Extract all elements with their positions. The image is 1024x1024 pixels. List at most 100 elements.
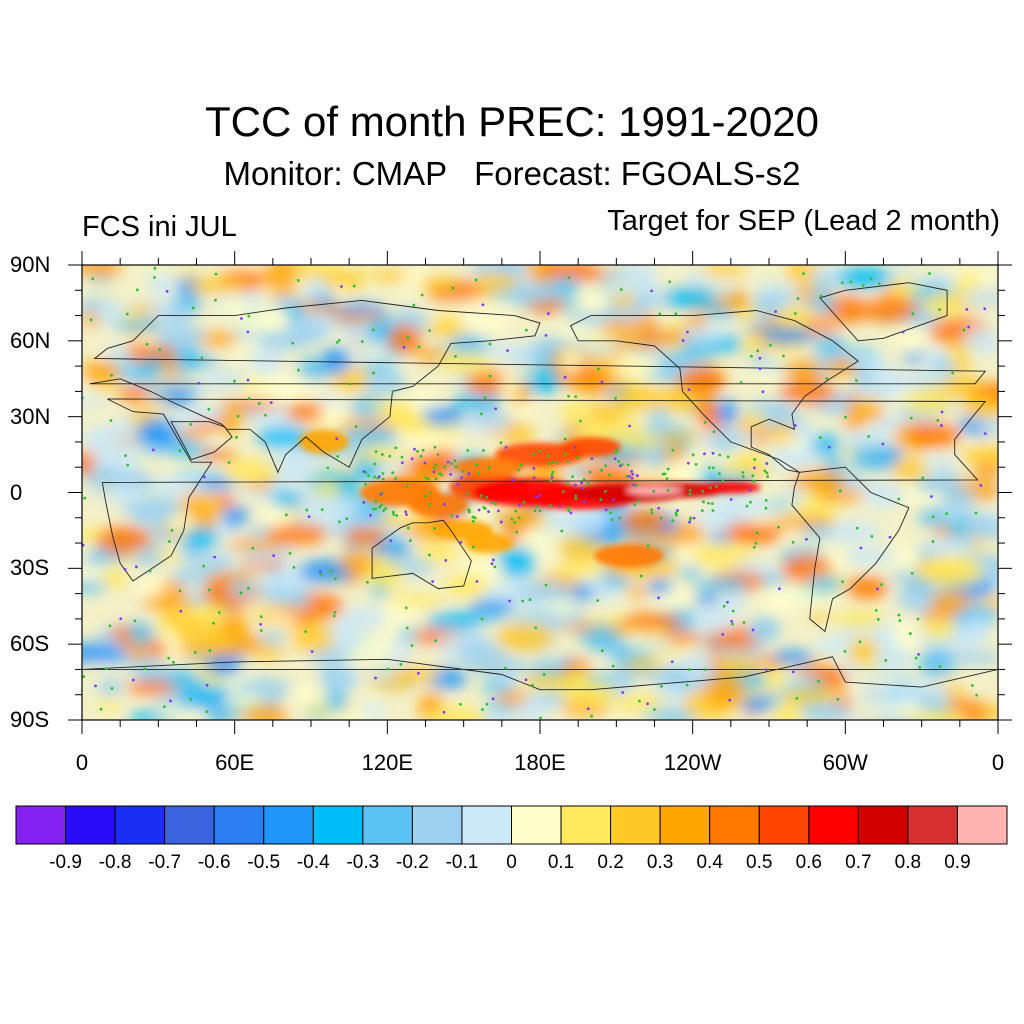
significance-dot [965,308,969,311]
significance-dot [703,421,707,424]
significance-dot [802,272,805,276]
significance-dot [490,562,494,566]
significance-dot [395,514,399,518]
significance-dot [765,462,769,465]
map-title: TCC of month PREC: 1991-2020 [205,98,819,145]
significance-dot [686,461,690,465]
field-patch [561,400,592,426]
field-patch [84,438,146,454]
field-patch [408,493,469,518]
significance-dot [945,512,949,515]
significance-dot [165,289,169,293]
significance-dot [456,482,460,486]
significance-dot [838,489,842,493]
significance-dot [191,306,195,310]
field-patch [614,433,661,450]
significance-dot [251,546,255,550]
significance-dot [877,282,881,286]
significance-dot [600,649,604,653]
field-patch [224,513,245,528]
significance-dot [688,518,692,521]
significance-dot [488,342,492,346]
significance-dot [650,511,654,515]
field-patch [644,455,670,469]
colorbar-label: 0.2 [597,852,624,873]
field-patch [654,431,702,443]
significance-dot [844,415,847,419]
colorbar [15,805,1008,845]
significance-dot [614,451,617,455]
significance-dot [836,697,840,701]
field-patch [968,615,991,638]
colorbar-label: 0.1 [547,852,575,873]
significance-dot [212,621,215,625]
significance-dot [336,454,340,458]
significance-dot [89,318,93,322]
significance-dot [178,449,182,453]
significance-dot [471,520,475,523]
field-patch [833,610,885,630]
significance-dot [499,520,503,524]
significance-dot [233,379,236,383]
field-patch [136,575,166,597]
field-patch [663,631,704,644]
significance-dot [979,484,983,487]
significance-dot [580,481,584,485]
field-patch [783,358,823,381]
field-patch [467,655,528,676]
significance-dot [909,632,912,635]
significance-dot [930,495,933,498]
significance-dot [796,297,800,301]
significance-dot [389,539,393,543]
significance-dot [374,507,378,511]
significance-dot [701,489,704,493]
field-patch [678,566,702,579]
significance-dot [576,456,580,460]
significance-dot [549,479,553,482]
lon-label: 120W [663,750,722,775]
significance-dot [133,619,137,623]
significance-dot [600,468,603,472]
significance-dot [574,497,578,501]
significance-dot [119,617,123,621]
field-patch [248,348,285,376]
significance-dot [599,498,603,501]
lon-label: 0 [991,750,1005,775]
significance-dot [392,513,396,516]
field-patch [82,564,101,580]
significance-dot [377,475,381,478]
significance-dot [751,474,755,478]
lon-label: 60W [822,750,868,775]
colorbar-swatch [15,805,67,845]
significance-dot [167,656,171,660]
lon-label: 0 [75,750,89,775]
field-patch [556,326,600,342]
significance-dot [189,697,193,701]
significance-dot [487,510,490,513]
coastline [371,519,472,590]
field-patch [266,523,329,545]
significance-dot [756,349,760,353]
significance-dot [490,501,494,505]
field-patch [858,297,918,323]
significance-dot [532,467,536,470]
colorbar-swatch [907,805,958,845]
field-patch [769,704,805,720]
field-patch [622,612,683,632]
significance-dot [590,714,593,718]
significance-dot [109,419,113,422]
significance-dot [82,675,86,679]
significance-dot [574,483,577,487]
significance-dot [227,461,231,464]
significance-dot [909,416,913,420]
coastline [101,398,987,582]
significance-dot [193,651,197,654]
significance-dot [687,668,691,671]
significance-dot [450,514,454,517]
significance-dot [158,348,162,351]
significance-dot [482,449,485,452]
significance-dot [310,650,314,653]
significance-dot [373,475,377,479]
significance-dot [897,497,901,501]
